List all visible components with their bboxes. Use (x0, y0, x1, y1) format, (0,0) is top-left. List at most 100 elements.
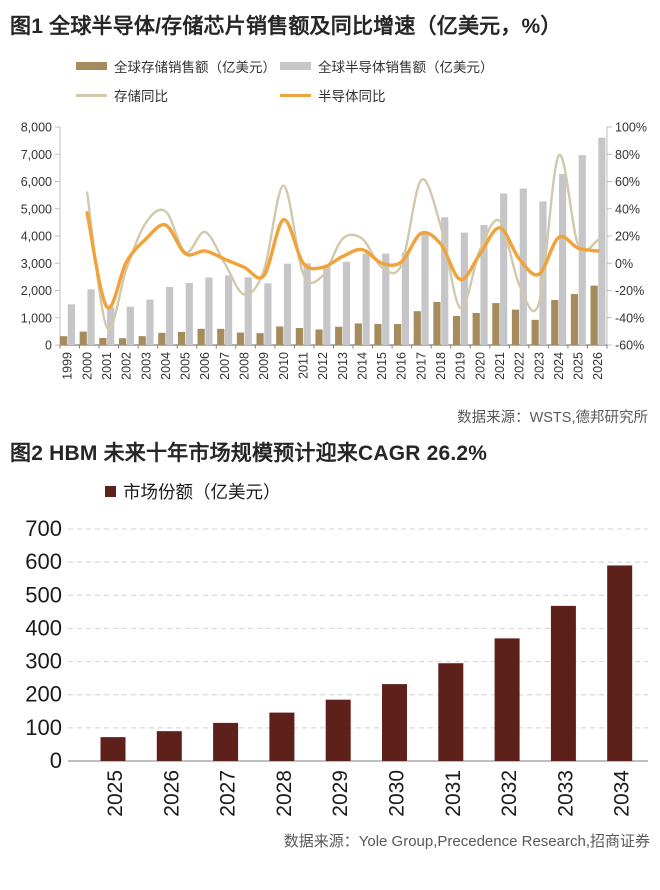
svg-text:200: 200 (25, 682, 62, 707)
svg-text:2003: 2003 (139, 352, 153, 380)
semiconductor-sales-bar (126, 306, 134, 345)
svg-text:2010: 2010 (277, 352, 291, 380)
svg-text:2019: 2019 (454, 352, 468, 380)
svg-text:400: 400 (25, 615, 62, 640)
svg-text:1,000: 1,000 (21, 311, 52, 325)
figure-1-legend: 全球存储销售额（亿美元） 全球半导体销售额（亿美元） 存储同比 半导体同比 (76, 56, 660, 105)
svg-text:2001: 2001 (100, 352, 114, 380)
memory-sales-bar (511, 309, 520, 345)
semiconductor-sales-bar (146, 299, 154, 345)
svg-text:1999: 1999 (61, 352, 75, 380)
memory-sales-bar (118, 338, 127, 345)
svg-text:2027: 2027 (217, 770, 240, 817)
hbm-market-bar (100, 737, 126, 761)
legend-item: 全球存储销售额（亿美元） (76, 56, 280, 76)
line-swatch-icon (280, 93, 311, 97)
semiconductor-yoy-line (85, 211, 600, 310)
memory-sales-bar (197, 328, 205, 345)
semiconductor-sales-bar (244, 277, 252, 345)
svg-text:2033: 2033 (554, 770, 577, 817)
svg-text:2029: 2029 (329, 770, 352, 817)
memory-yoy-line (85, 154, 600, 331)
memory-sales-bar (276, 326, 284, 345)
svg-text:2020: 2020 (473, 352, 487, 380)
svg-text:100: 100 (25, 715, 62, 740)
svg-text:2026: 2026 (591, 352, 605, 380)
svg-text:2022: 2022 (513, 352, 527, 380)
svg-text:2013: 2013 (336, 352, 350, 380)
memory-sales-bar (315, 329, 323, 345)
svg-text:2015: 2015 (375, 352, 389, 380)
semiconductor-sales-bar (401, 252, 410, 345)
figure-1: 图1 全球半导体/存储芯片销售额及同比增速（亿美元，%） 全球存储销售额（亿美元… (0, 0, 660, 427)
semiconductor-sales-bar (480, 224, 488, 345)
hbm-market-bar (269, 712, 295, 761)
memory-sales-bar (60, 336, 68, 345)
svg-text:8,000: 8,000 (21, 121, 52, 135)
hbm-market-bar (550, 605, 576, 761)
svg-text:2,000: 2,000 (21, 284, 52, 298)
svg-text:2012: 2012 (316, 352, 330, 380)
legend-item: 半导体同比 (280, 85, 660, 105)
svg-text:-20%: -20% (615, 284, 644, 298)
hbm-market-bar (438, 663, 464, 761)
memory-sales-bar (295, 327, 303, 345)
semiconductor-sales-bar (421, 232, 429, 345)
svg-text:2025: 2025 (572, 352, 586, 380)
figure-1-title: 图1 全球半导体/存储芯片销售额及同比增速（亿美元，%） (10, 15, 562, 38)
memory-sales-bar (374, 323, 382, 345)
semiconductor-sales-bar (303, 263, 311, 345)
svg-text:2030: 2030 (386, 770, 409, 817)
svg-text:2017: 2017 (414, 352, 428, 380)
figure-2-legend: 市场份额（亿美元） (105, 479, 660, 504)
semiconductor-sales-bar (185, 283, 193, 345)
hbm-market-bar (325, 699, 351, 761)
memory-sales-bar (217, 328, 225, 345)
memory-sales-bar (79, 331, 87, 345)
semiconductor-sales-bar (224, 275, 233, 345)
svg-text:2011: 2011 (296, 352, 310, 379)
svg-text:2009: 2009 (257, 352, 271, 380)
svg-text:2021: 2021 (493, 352, 507, 380)
svg-text:2000: 2000 (80, 352, 94, 380)
legend-label: 市场份额（亿美元） (123, 482, 281, 502)
svg-text:2028: 2028 (273, 770, 296, 817)
svg-text:2007: 2007 (218, 352, 232, 380)
svg-text:2016: 2016 (395, 352, 409, 380)
svg-text:2002: 2002 (120, 352, 134, 380)
hbm-market-bar (213, 722, 239, 761)
svg-text:80%: 80% (615, 148, 640, 162)
bar-swatch-icon (280, 62, 311, 70)
memory-sales-bar (433, 301, 441, 345)
memory-sales-bar (394, 324, 402, 345)
legend-label: 全球存储销售额（亿美元） (114, 60, 276, 75)
memory-sales-bar (492, 303, 500, 345)
figure-2-title: 图2 HBM 未来十年市场规模预计迎来CAGR 26.2% (10, 442, 488, 465)
legend-label: 半导体同比 (318, 89, 386, 104)
semiconductor-sales-bar (598, 137, 606, 345)
hbm-market-bar (382, 684, 407, 761)
svg-text:40%: 40% (615, 202, 640, 216)
semiconductor-memory-chart: 0 1,000 2,000 3,000 4,000 5,000 6,000 7,000 8,00… (21, 121, 647, 380)
svg-text:-60%: -60% (615, 339, 644, 353)
svg-text:0: 0 (50, 748, 62, 773)
svg-text:2026: 2026 (160, 770, 183, 817)
svg-text:2008: 2008 (238, 352, 252, 380)
svg-text:2032: 2032 (498, 770, 521, 817)
svg-text:2025: 2025 (104, 770, 127, 817)
bar-swatch-icon (76, 62, 107, 70)
semiconductor-sales-bar (67, 304, 75, 345)
svg-text:700: 700 (25, 516, 62, 541)
semiconductor-sales-bar (166, 286, 174, 345)
memory-sales-bar (335, 326, 343, 345)
svg-text:2006: 2006 (198, 352, 212, 380)
svg-text:7,000: 7,000 (21, 148, 52, 162)
svg-text:2024: 2024 (552, 352, 566, 380)
figure-2-source: 数据来源：Yole Group,Precedence Research,招商证券 (283, 833, 650, 850)
hbm-market-bar (607, 565, 633, 761)
svg-text:300: 300 (25, 649, 62, 674)
memory-sales-bar (531, 319, 539, 345)
svg-text:6,000: 6,000 (21, 175, 52, 189)
legend-item: 存储同比 (76, 85, 280, 105)
semiconductor-sales-bar (441, 217, 449, 345)
